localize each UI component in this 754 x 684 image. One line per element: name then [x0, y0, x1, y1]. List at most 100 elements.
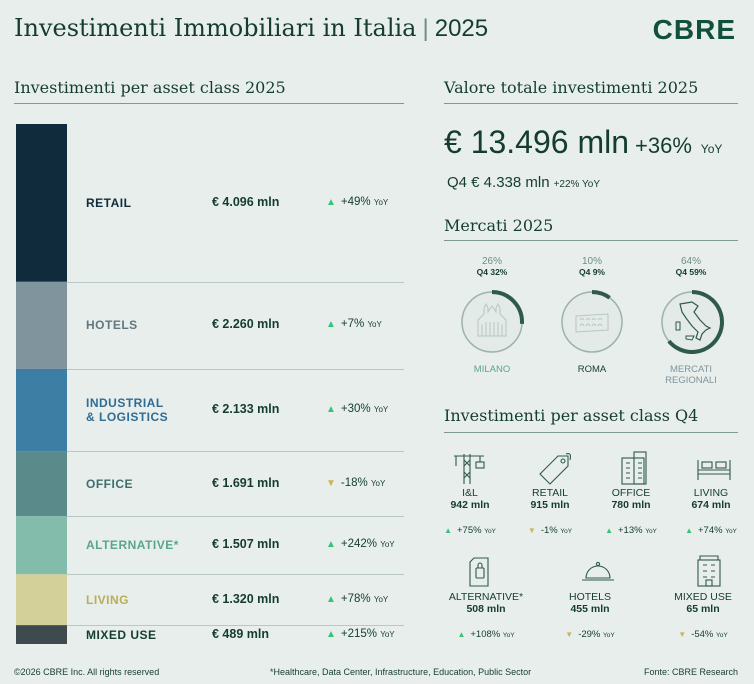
yoy-percent: +74% [698, 525, 726, 536]
q4-asset-class-change: ▲ +75% YoY [425, 525, 515, 536]
yoy-label: YoY [373, 197, 389, 207]
q4-asset-class-name: I&L [462, 487, 478, 499]
arrow-up-icon: ▲ [444, 526, 452, 535]
arrow-up-icon: ▲ [685, 526, 693, 535]
asset-class-yoy-change: ▲ +78% YoY [326, 593, 388, 605]
bar-segment-office [16, 451, 67, 517]
market-q4-label: Q4 32% [476, 267, 508, 277]
title-year: 2025 [434, 15, 489, 42]
ring-arc [491, 290, 524, 325]
page-title-text: Investimenti Immobiliari in Italia [14, 14, 417, 42]
colosseum-icon [575, 313, 609, 333]
bar-segment-industrial-logistics [16, 368, 67, 452]
q4-asset-class-change: ▼ -1% YoY [505, 525, 595, 536]
market-roma-shares: 10% Q4 9% [547, 256, 637, 277]
price-tag-icon [539, 453, 572, 485]
row-divider [67, 451, 404, 453]
q4-asset-class-value: 455 mln [570, 603, 610, 615]
yoy-label: YoY [380, 540, 395, 550]
yoy-percent: +30% [340, 402, 374, 415]
yoy-percent: +75% [457, 525, 485, 536]
yoy-label: YoY [560, 528, 573, 535]
market-name-regional-line1: MERCATI [669, 364, 713, 375]
market-q4-label: Q4 9% [579, 267, 605, 277]
arrow-down-icon: ▼ [527, 526, 536, 535]
arrow-up-icon: ▲ [326, 196, 336, 208]
yoy-label: YoY [484, 528, 496, 535]
q4-asset-class-value: 508 mln [466, 603, 506, 615]
yoy-percent: -54% [691, 629, 717, 640]
yoy-label: YoY [373, 594, 389, 604]
yoy-percent: +13% [618, 525, 646, 536]
asset-class-label: MIXED USE [86, 627, 157, 642]
asset-class-yoy-change: ▲ +7% YoY [326, 318, 382, 330]
asset-class-label: INDUSTRIAL & LOGISTICS [86, 395, 169, 424]
q4-asset-class-living: LIVING 674 mln [666, 487, 754, 511]
q4-asset-class-value: 942 mln [450, 499, 490, 511]
ring-track [561, 291, 623, 353]
footer-source: Fonte: CBRE Research [643, 667, 738, 677]
market-regional-shares: 64% Q4 59% [646, 256, 736, 277]
yoy-label: YoY [373, 404, 389, 414]
asset-class-value: € 1.507 mln [212, 537, 280, 552]
q4-asset-class-i-l: I&L 942 mln [425, 487, 515, 511]
office-building-icon [621, 451, 647, 485]
yoy-percent: +78% [340, 592, 374, 605]
asset-class-yoy-change: ▲ +242% YoY [326, 538, 395, 550]
asset-class-yoy-change: ▲ +49% YoY [326, 196, 388, 208]
q4-asset-class-office: OFFICE 780 mln [586, 487, 676, 511]
market-ring-roma [561, 290, 623, 353]
asset-class-yoy-change: ▲ +215% YoY [326, 628, 395, 640]
total-value-title: Valore totale investimenti 2025 [444, 78, 699, 97]
stacked-bar-chart [16, 124, 67, 644]
asset-class-label: LIVING [86, 592, 130, 607]
markets-rule [444, 240, 738, 241]
yoy-percent: +242% [340, 538, 381, 551]
cbre-logo: CBRE [652, 14, 736, 45]
yoy-label: YoY [645, 528, 657, 535]
q4-asset-class-alternative: ALTERNATIVE* 508 mln [441, 591, 531, 615]
q4-total-amount: Q4 € 4.338 mln [447, 174, 550, 191]
duomo-icon [477, 302, 507, 337]
q4-asset-class-name: MIXED USE [674, 591, 732, 603]
asset-class-2025-rule [14, 103, 404, 104]
yoy-percent: -18% [340, 476, 371, 489]
total-value-amount: € 13.496 mln [444, 124, 630, 160]
arrow-up-icon: ▲ [326, 593, 336, 605]
arrow-down-icon: ▼ [678, 630, 687, 639]
footer-note: *Healthcare, Data Center, Infrastructure… [270, 667, 532, 677]
asset-class-value: € 4.096 mln [212, 194, 280, 209]
total-value: € 13.496 mln +36% YoY [444, 124, 722, 161]
yoy-percent: -29% [578, 629, 604, 640]
mixed-building-icon [697, 555, 721, 587]
yoy-label: YoY [502, 632, 515, 639]
arrow-down-icon: ▼ [565, 630, 574, 639]
ring-arc [667, 290, 724, 354]
q4-asset-class-change: ▲ +108% YoY [441, 629, 531, 640]
asset-class-yoy-change: ▼ -18% YoY [326, 477, 385, 489]
row-divider [67, 625, 404, 627]
yoy-label: YoY [716, 632, 728, 639]
q4-total-change: +22% YoY [553, 179, 600, 190]
bar-segment-hotels [16, 281, 67, 369]
q4-asset-class-name: OFFICE [611, 487, 651, 499]
arrow-up-icon: ▲ [326, 539, 336, 551]
q4-asset-class-change: ▲ +74% YoY [666, 525, 754, 536]
crane-icon [454, 454, 485, 484]
q4-asset-class-value: 674 mln [691, 499, 731, 511]
market-milano-shares: 26% Q4 32% [447, 256, 537, 277]
market-share-label: 64% [680, 256, 701, 267]
asset-class-value: € 1.320 mln [212, 591, 280, 606]
yoy-label: YoY [380, 629, 395, 639]
q4-asset-class-name: LIVING [693, 487, 729, 499]
asset-class-label: OFFICE [86, 476, 133, 491]
bar-segment-alternative [16, 516, 67, 575]
bar-segment-mixed-use [16, 625, 67, 644]
market-share-label: 10% [581, 256, 602, 267]
market-name-regional: MERCATI REGIONALI [646, 364, 736, 386]
yoy-label: YoY [603, 632, 615, 639]
row-divider [67, 281, 404, 283]
arrow-up-icon: ▲ [605, 526, 613, 535]
market-share-label: 26% [481, 256, 502, 267]
row-divider [67, 574, 404, 576]
